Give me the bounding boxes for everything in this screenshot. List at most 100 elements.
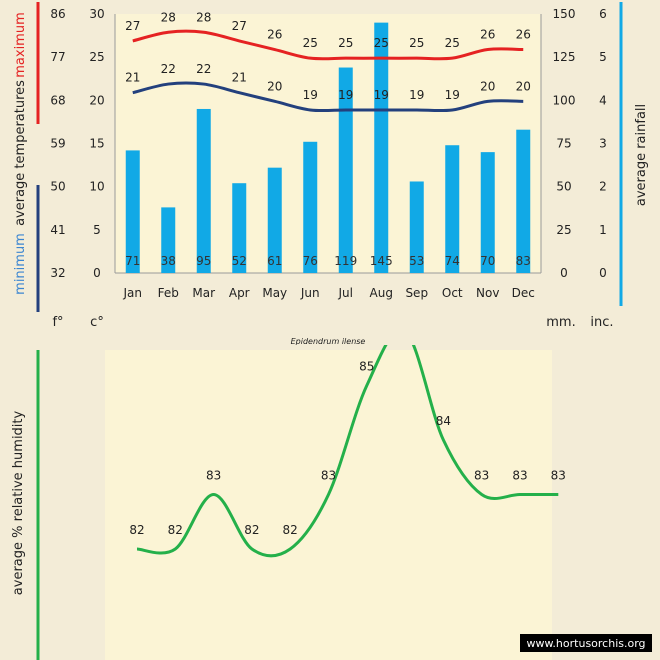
min-temp-line — [132, 81, 524, 113]
mm-tick-label: 150 — [553, 7, 576, 21]
min-temp-label: 22 — [161, 62, 176, 76]
f-tick-label: 86 — [50, 7, 65, 21]
max-temp-line — [132, 29, 524, 61]
month-label: Jun — [300, 286, 320, 300]
rainfall-bar — [303, 141, 318, 273]
month-label: Nov — [476, 286, 499, 300]
c-tick-label: 25 — [89, 50, 104, 64]
min-temp-label: 19 — [374, 88, 389, 102]
max-temp-label: 27 — [125, 19, 140, 33]
month-label: Dec — [512, 286, 535, 300]
rainfall-bar — [516, 129, 531, 273]
max-temp-label: 27 — [232, 19, 247, 33]
humidity-value-label: 84 — [436, 414, 451, 428]
c-tick-label: 15 — [89, 137, 104, 151]
watermark-text: www.hortusorchis.org — [526, 637, 645, 650]
rainfall-bar — [161, 207, 176, 273]
month-label: Jan — [123, 286, 143, 300]
rainfall-bar — [267, 167, 282, 273]
max-temp-label: 28 — [161, 10, 176, 24]
min-label: minimum — [13, 233, 28, 295]
humidity-value-label: 83 — [512, 469, 527, 483]
unit-c-label: c° — [90, 315, 104, 330]
month-label: Aug — [370, 286, 393, 300]
max-label: maximum — [13, 12, 28, 78]
c-tick-label: 30 — [89, 7, 104, 21]
humidity-value-label: 83 — [551, 469, 566, 483]
humidity-value-label: 82 — [244, 523, 259, 537]
f-tick-label: 50 — [50, 180, 65, 194]
rainfall-value-label: 71 — [125, 254, 140, 268]
month-label: Apr — [229, 286, 250, 300]
rainfall-axis-label: average rainfall — [634, 104, 649, 206]
rainfall-bar — [125, 150, 140, 273]
mm-tick-label: 125 — [553, 50, 576, 64]
rainfall-bar — [374, 22, 389, 274]
rainfall-value-label: 74 — [445, 254, 460, 268]
rainfall-bar — [480, 152, 495, 273]
min-temp-label: 19 — [445, 88, 460, 102]
unit-inc-label: inc. — [590, 315, 613, 330]
inc-tick-label: 3 — [599, 137, 607, 151]
humidity-plot-area — [105, 350, 552, 660]
rainfall-value-label: 52 — [232, 254, 247, 268]
max-temp-label: 25 — [303, 36, 318, 50]
f-tick-label: 59 — [50, 137, 65, 151]
mm-tick-label: 100 — [553, 93, 576, 107]
inc-tick-label: 6 — [599, 7, 607, 21]
c-tick-label: 5 — [93, 223, 101, 237]
f-tick-label: 68 — [50, 93, 65, 107]
humidity-value-label: 85 — [359, 360, 374, 374]
min-temp-label: 20 — [480, 79, 495, 93]
rainfall-value-label: 119 — [334, 254, 357, 268]
min-temp-label: 22 — [196, 62, 211, 76]
unit-mm-label: mm. — [546, 315, 575, 330]
month-label: Mar — [192, 286, 215, 300]
humidity-value-label: 83 — [321, 469, 336, 483]
rainfall-bar — [232, 183, 247, 273]
humidity-value-label: 82 — [129, 523, 144, 537]
mm-tick-label: 50 — [556, 180, 571, 194]
rainfall-value-label: 95 — [196, 254, 211, 268]
humidity-value-label: 83 — [474, 469, 489, 483]
humidity-value-label: 82 — [283, 523, 298, 537]
inc-tick-label: 2 — [599, 180, 607, 194]
min-temp-label: 19 — [409, 88, 424, 102]
min-temp-label: 19 — [338, 88, 353, 102]
inc-tick-label: 1 — [599, 223, 607, 237]
watermark-background — [520, 634, 652, 652]
max-temp-label: 25 — [445, 36, 460, 50]
mm-tick-label: 0 — [560, 266, 568, 280]
humidity-value-label: 83 — [206, 469, 221, 483]
c-tick-label: 20 — [89, 93, 104, 107]
max-temp-label: 26 — [480, 28, 495, 42]
rainfall-value-label: 76 — [303, 254, 318, 268]
c-tick-label: 0 — [93, 266, 101, 280]
temperature-rainfall-chart: 86 30 150 677 25 125 568 20 100 459 15 75 350 10 50 241… — [13, 2, 649, 345]
humidity-value-label: 82 — [168, 523, 183, 537]
rainfall-bar — [445, 145, 460, 273]
rainfall-value-label: 145 — [370, 254, 393, 268]
max-temp-label: 28 — [196, 10, 211, 24]
rainfall-value-label: 70 — [480, 254, 495, 268]
mm-tick-label: 25 — [556, 223, 571, 237]
inc-tick-label: 0 — [599, 266, 607, 280]
max-temp-label: 26 — [516, 28, 531, 42]
humidity-line — [136, 345, 559, 558]
rainfall-value-label: 53 — [409, 254, 424, 268]
unit-f-label: f° — [52, 315, 63, 330]
max-temp-label: 25 — [409, 36, 424, 50]
month-label: Oct — [442, 286, 463, 300]
month-label: May — [262, 286, 287, 300]
rainfall-bar — [196, 108, 211, 273]
humidity-chart: average % relative humidity 82 82 83 82 82 83 8… — [11, 345, 652, 660]
min-temp-label: 20 — [267, 79, 282, 93]
inc-tick-label: 5 — [599, 50, 607, 64]
plot-area — [115, 14, 541, 273]
avg-temp-label: average temperatures — [13, 80, 28, 226]
min-temp-label: 19 — [303, 88, 318, 102]
mm-tick-label: 75 — [556, 137, 571, 151]
month-label: Feb — [158, 286, 179, 300]
rainfall-value-label: 61 — [267, 254, 282, 268]
